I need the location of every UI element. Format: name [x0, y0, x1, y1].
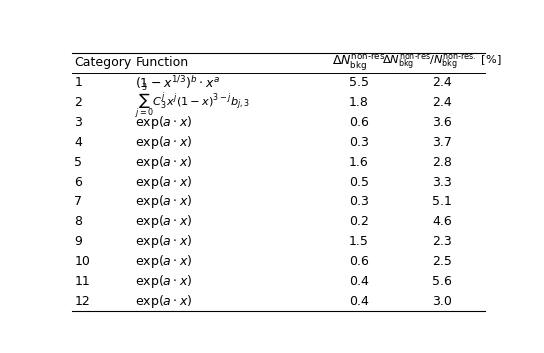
Text: 4: 4: [75, 136, 82, 149]
Text: $\exp(a \cdot x)$: $\exp(a \cdot x)$: [135, 233, 193, 250]
Text: 1.5: 1.5: [349, 235, 369, 248]
Text: 0.2: 0.2: [349, 215, 369, 228]
Text: 4.6: 4.6: [432, 215, 452, 228]
Text: 0.4: 0.4: [349, 275, 369, 288]
Text: 3.6: 3.6: [432, 116, 452, 129]
Text: 2.4: 2.4: [432, 96, 452, 109]
Text: 2.4: 2.4: [432, 76, 452, 89]
Text: 10: 10: [75, 255, 90, 268]
Text: $\exp(a \cdot x)$: $\exp(a \cdot x)$: [135, 193, 193, 210]
Text: 3.0: 3.0: [432, 295, 452, 308]
Text: 3.7: 3.7: [432, 136, 452, 149]
Text: 0.6: 0.6: [349, 116, 369, 129]
Text: $\exp(a \cdot x)$: $\exp(a \cdot x)$: [135, 213, 193, 231]
Text: 5.6: 5.6: [432, 275, 452, 288]
Text: 5.1: 5.1: [432, 196, 452, 209]
Text: 0.6: 0.6: [349, 255, 369, 268]
Text: 2.8: 2.8: [432, 156, 452, 169]
Text: 0.5: 0.5: [349, 175, 369, 189]
Text: $(1 - x^{1/3})^b \cdot x^a$: $(1 - x^{1/3})^b \cdot x^a$: [135, 74, 220, 91]
Text: Function: Function: [135, 56, 189, 70]
Text: $\exp(a \cdot x)$: $\exp(a \cdot x)$: [135, 134, 193, 151]
Text: $\exp(a \cdot x)$: $\exp(a \cdot x)$: [135, 273, 193, 290]
Text: 0.4: 0.4: [349, 295, 369, 308]
Text: $\exp(a \cdot x)$: $\exp(a \cdot x)$: [135, 154, 193, 170]
Text: 3.3: 3.3: [432, 175, 452, 189]
Text: 9: 9: [75, 235, 82, 248]
Text: $\exp(a \cdot x)$: $\exp(a \cdot x)$: [135, 174, 193, 191]
Text: $\sum_{j=0}^{3} C_3^j x^j (1-x)^{3-j} b_{j,3}$: $\sum_{j=0}^{3} C_3^j x^j (1-x)^{3-j} b_…: [135, 83, 251, 122]
Text: $\Delta N_{\rm bkg}^{\rm non\text{-}res}/N_{\rm bkg}^{\rm non\text{-}res.}$ [%]: $\Delta N_{\rm bkg}^{\rm non\text{-}res}…: [382, 53, 502, 72]
Text: Category: Category: [75, 56, 132, 70]
Text: 8: 8: [75, 215, 82, 228]
Text: 7: 7: [75, 196, 82, 209]
Text: $\exp(a \cdot x)$: $\exp(a \cdot x)$: [135, 114, 193, 131]
Text: 3: 3: [75, 116, 82, 129]
Text: 1.6: 1.6: [349, 156, 369, 169]
Text: $\exp(a \cdot x)$: $\exp(a \cdot x)$: [135, 293, 193, 310]
Text: $\exp(a \cdot x)$: $\exp(a \cdot x)$: [135, 253, 193, 270]
Text: 5: 5: [75, 156, 82, 169]
Text: 0.3: 0.3: [349, 196, 369, 209]
Text: 0.3: 0.3: [349, 136, 369, 149]
Text: 6: 6: [75, 175, 82, 189]
Text: 2.5: 2.5: [432, 255, 452, 268]
Text: 2.3: 2.3: [432, 235, 452, 248]
Text: 5.5: 5.5: [349, 76, 369, 89]
Text: 1.8: 1.8: [349, 96, 369, 109]
Text: 1: 1: [75, 76, 82, 89]
Text: 2: 2: [75, 96, 82, 109]
Text: $\Delta N_{\rm bkg}^{\rm non\text{-}res}$: $\Delta N_{\rm bkg}^{\rm non\text{-}res}…: [332, 53, 386, 73]
Text: 12: 12: [75, 295, 90, 308]
Text: 11: 11: [75, 275, 90, 288]
